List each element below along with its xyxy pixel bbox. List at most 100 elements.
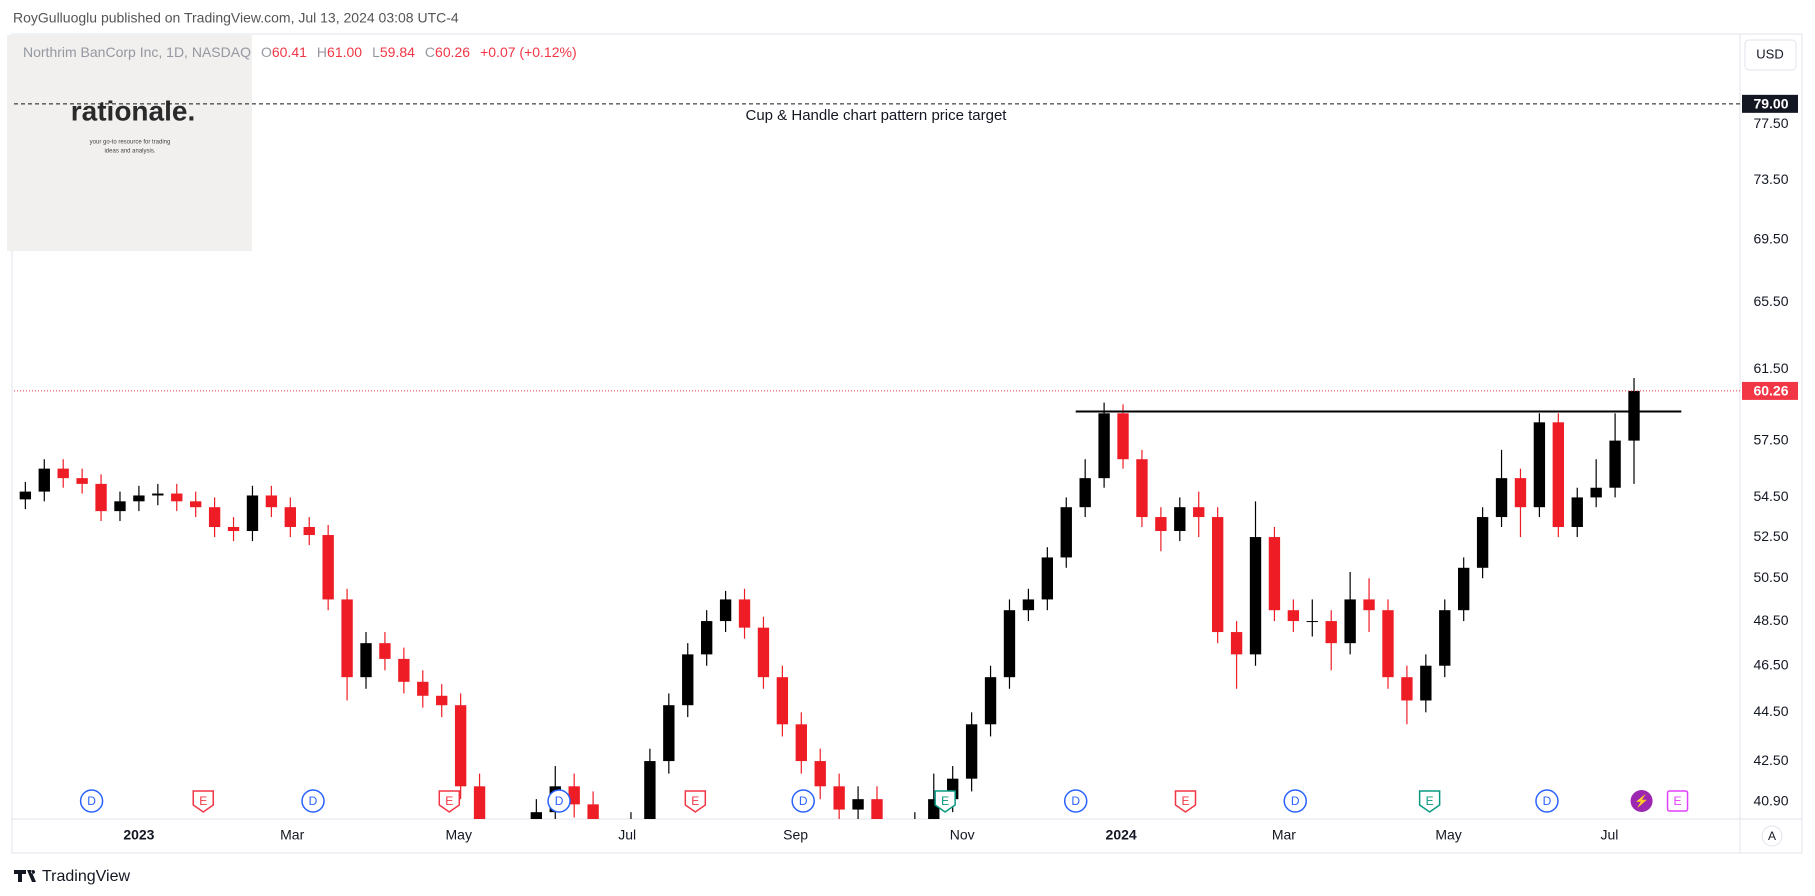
chart-frame [11, 33, 1803, 854]
candle-body [909, 825, 920, 866]
candle-body [1041, 557, 1054, 600]
candle-body [852, 799, 864, 810]
target-price-box [1742, 94, 1798, 113]
candle-body [965, 724, 978, 779]
x-tick-label: Sep [783, 827, 808, 843]
candle-body [379, 643, 391, 659]
candle-body [947, 778, 959, 800]
candle-body [1193, 507, 1205, 518]
y-tick-label: 40.90 [1753, 792, 1788, 808]
legend-value: 59.84 [379, 44, 415, 60]
dividend-marker [1283, 789, 1308, 813]
candle-body [795, 724, 807, 762]
candle-body [1420, 665, 1432, 701]
dividend-marker [301, 789, 325, 813]
candle-body [738, 599, 751, 628]
candle-body [719, 599, 732, 622]
legend: Northrim BanCorp Inc, 1D, NASDAQ O 60.41 H… [23, 44, 587, 60]
dividend-marker [1063, 789, 1088, 813]
event-label: D [1291, 794, 1300, 808]
target-note: Cup & Handle chart pattern price target [746, 107, 1008, 124]
candle-body [814, 761, 826, 787]
y-tick-label: 44.50 [1753, 703, 1788, 719]
candle-body [1571, 497, 1583, 528]
candle-body [436, 695, 448, 706]
candle-body [208, 507, 221, 528]
candle-body [530, 812, 543, 819]
event-label: E [691, 794, 699, 808]
y-tick-label: 57.50 [1753, 431, 1788, 447]
event-label: E [941, 794, 949, 808]
logo-tagline: your go-to resource for trading [90, 140, 171, 146]
logo-box [7, 35, 252, 251]
logo-tagline: ideas and analysis. [104, 149, 155, 155]
candle-body [1079, 478, 1091, 508]
candle-body [587, 804, 599, 819]
y-tick-label: 61.50 [1753, 360, 1788, 376]
x-tick-label: 2023 [123, 827, 154, 843]
legend-key: L [372, 44, 380, 60]
earnings-marker [1174, 790, 1197, 813]
candle-body [1476, 517, 1489, 568]
y-tick-label: 50.50 [1753, 569, 1788, 585]
candle-body [757, 627, 770, 678]
candle-body [493, 839, 504, 866]
auto-scale-label: A [1768, 829, 1776, 843]
currency-button[interactable] [1744, 39, 1797, 71]
y-tick-label: 42.50 [1753, 752, 1788, 768]
candle-body [341, 599, 353, 678]
y-tick-label: 54.50 [1753, 488, 1788, 504]
candle-body [454, 705, 467, 787]
candle-body [227, 527, 240, 532]
event-label: E [1426, 794, 1434, 808]
candle-body [568, 786, 580, 805]
candle-body [19, 491, 32, 500]
earnings-marker [684, 790, 707, 813]
x-tick-label: Jul [1600, 827, 1618, 843]
auto-scale-button[interactable] [1761, 825, 1783, 847]
dividend-marker [1535, 789, 1559, 813]
legend-key: O [260, 44, 272, 60]
earnings-marker [438, 790, 461, 813]
event-label: ⚡ [1634, 794, 1649, 808]
candle-body [1439, 610, 1451, 666]
candle-body [1003, 610, 1016, 678]
candle-body [1552, 422, 1564, 528]
x-tick-label: Nov [950, 827, 975, 843]
logo-name: rationale. [71, 95, 195, 126]
x-tick-label: Mar [1272, 827, 1296, 843]
candle-body [1306, 621, 1318, 623]
candle-body [1344, 599, 1356, 644]
x-tick-label: May [446, 827, 472, 843]
candle-body [1060, 507, 1072, 558]
currency-label: USD [1756, 46, 1783, 61]
target-price-label: 79.00 [1753, 96, 1788, 112]
published-note: RoyGulluoglu published on TradingView.co… [13, 10, 459, 26]
candle-body [1230, 632, 1243, 655]
candle-body [284, 507, 296, 528]
x-tick-label: Mar [280, 827, 304, 843]
event-label: D [555, 794, 564, 808]
candle-body [1628, 390, 1640, 441]
last-price-label: 60.26 [1753, 383, 1788, 399]
plot-pane [19, 377, 1640, 866]
candle-body [171, 493, 183, 502]
candle-body [1174, 507, 1186, 532]
candle-body [833, 786, 845, 810]
candle-body [928, 799, 940, 819]
candle-body [890, 852, 901, 866]
legend-key: H [316, 44, 328, 60]
candle-body [417, 681, 429, 696]
candle-body [1382, 610, 1394, 678]
earnings-marker [934, 790, 956, 813]
candle-body [1458, 567, 1470, 611]
legend-value: 60.26 [435, 44, 471, 60]
candle-body [1098, 413, 1110, 479]
legend-value: 60.41 [271, 44, 307, 60]
candle-body [360, 643, 372, 678]
candle-body [1268, 537, 1281, 611]
candle-body [663, 705, 675, 762]
candle-body [57, 468, 69, 479]
candle-body [1363, 599, 1375, 611]
